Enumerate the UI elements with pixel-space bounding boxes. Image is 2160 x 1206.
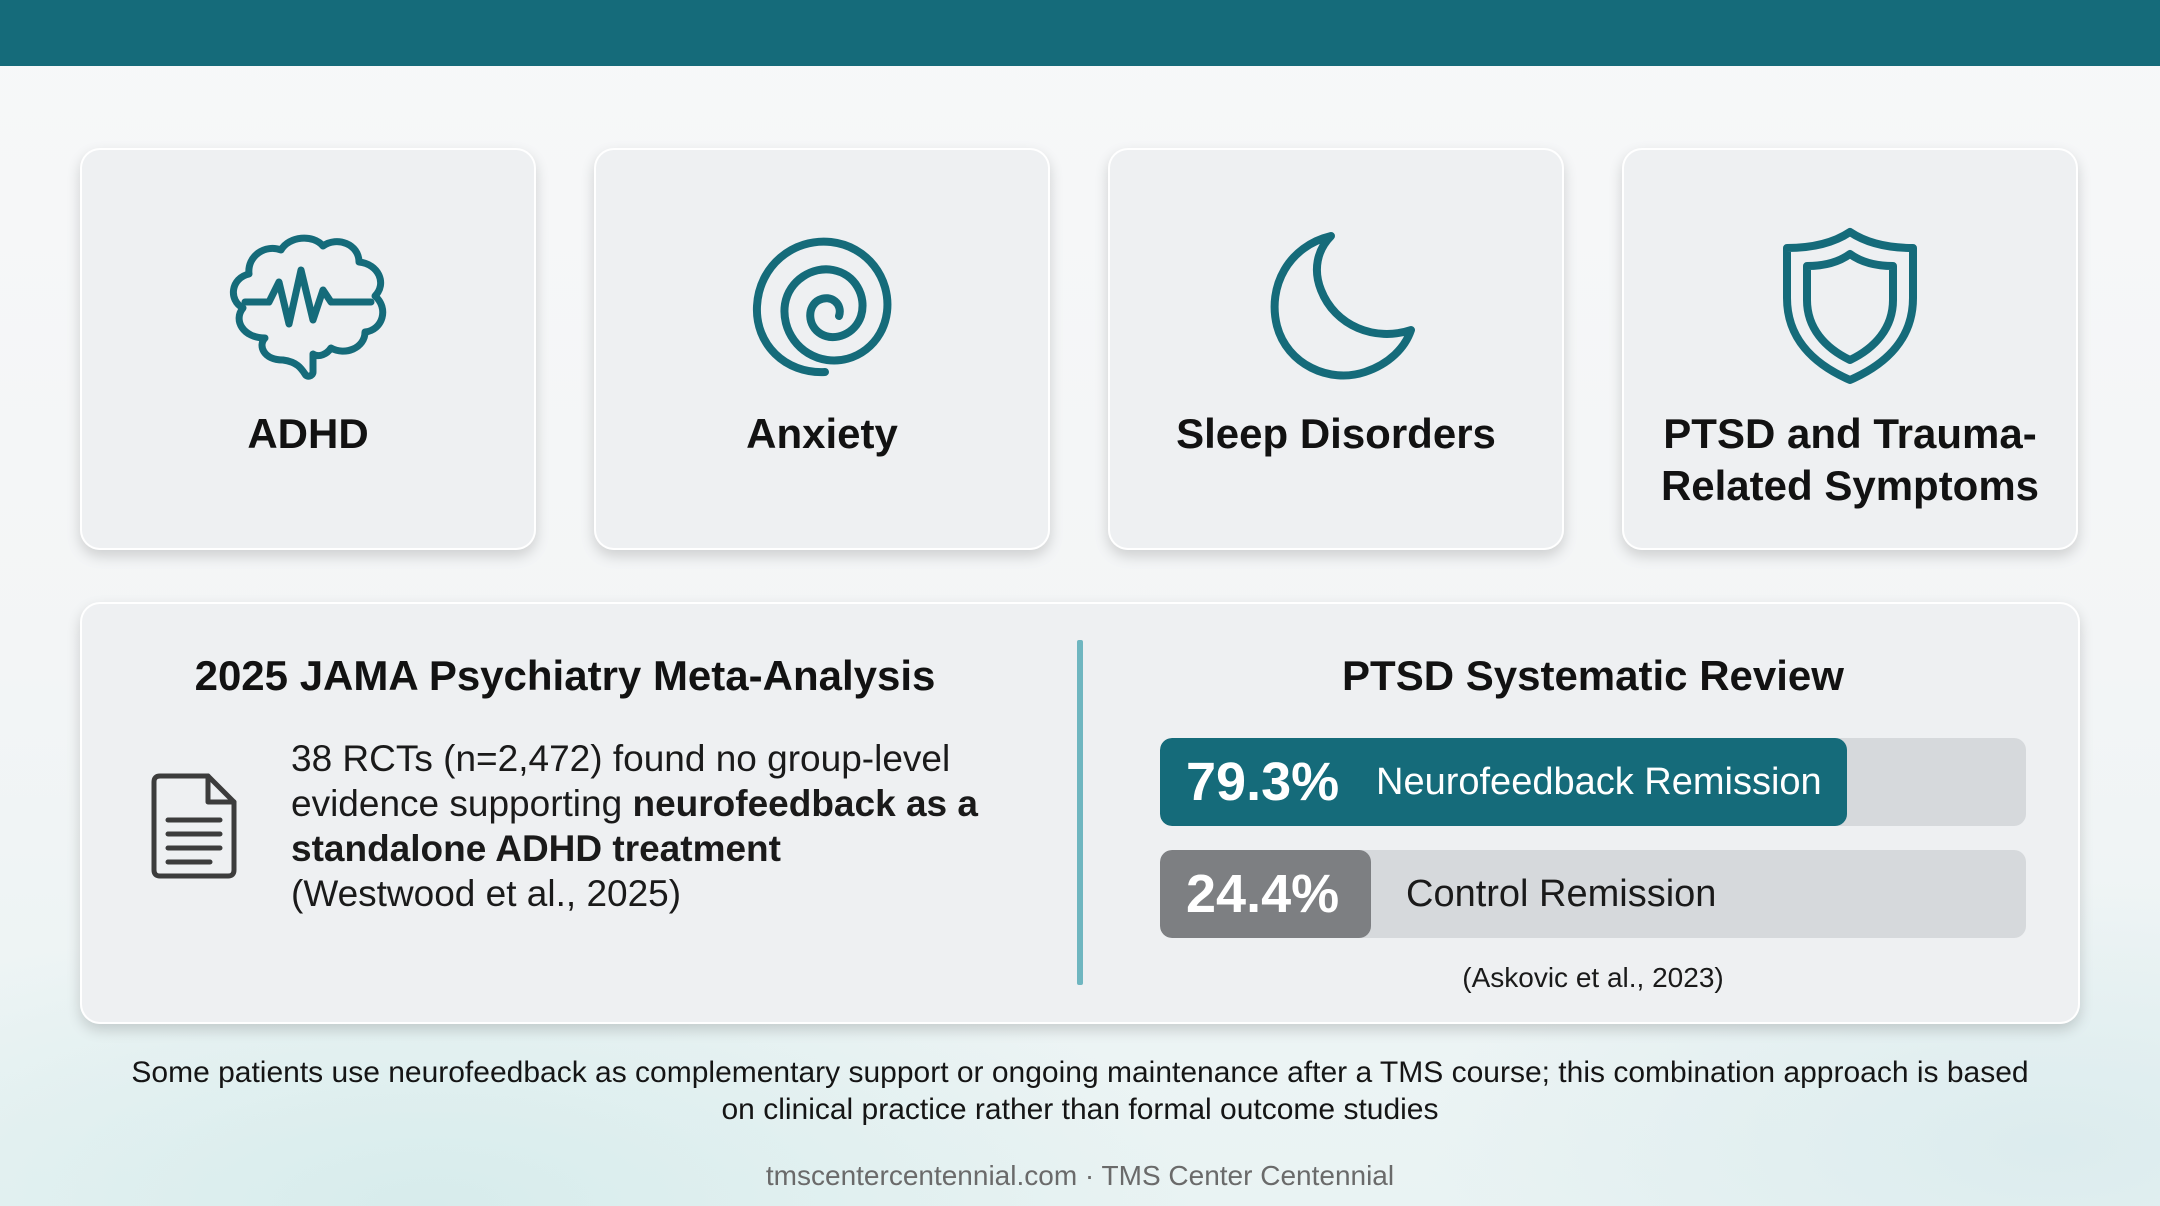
brain-pulse-icon bbox=[230, 234, 387, 380]
control-remission-label: Control Remission bbox=[1406, 873, 1717, 915]
meta-analysis-title: 2025 JAMA Psychiatry Meta-Analysis bbox=[194, 652, 936, 699]
control-remission-bar: 24.4% Control Remission bbox=[1160, 850, 2026, 938]
condition-card-sleep-disorders: Sleep Disorders bbox=[1108, 148, 1564, 550]
condition-card-ptsd: PTSD and Trauma-Related Symptoms bbox=[1622, 148, 2078, 550]
panel-divider bbox=[1077, 640, 1083, 985]
summary-text: 38 RCTs (n=2,472) found no group-level e… bbox=[291, 738, 951, 824]
top-banner bbox=[0, 0, 2160, 66]
ptsd-review-title: PTSD Systematic Review bbox=[1342, 652, 1844, 699]
spiral-icon bbox=[752, 237, 892, 377]
ptsd-review-citation: (Askovic et al., 2023) bbox=[1462, 962, 1724, 993]
condition-card-anxiety: Anxiety bbox=[594, 148, 1050, 550]
card-label: ADHD bbox=[247, 410, 369, 457]
moon-icon bbox=[1270, 232, 1415, 380]
meta-analysis-citation: (Westwood et al., 2025) bbox=[291, 873, 682, 914]
control-remission-fill bbox=[1160, 850, 1372, 938]
card-label: Anxiety bbox=[746, 410, 898, 457]
neurofeedback-remission-bar: 79.3% Neurofeedback Remission bbox=[1160, 738, 2026, 826]
card-label: PTSD and Trauma-Related Symptoms bbox=[1660, 410, 2040, 509]
summary-bold-text: neurofeedback as a standalone ADHD treat… bbox=[291, 783, 978, 869]
condition-card-adhd: ADHD bbox=[80, 148, 536, 550]
document-icon bbox=[151, 773, 237, 879]
meta-analysis-summary: 38 RCTs (n=2,472) found no group-level e… bbox=[291, 736, 1021, 916]
card-label: Sleep Disorders bbox=[1176, 410, 1496, 457]
source-credit: tmscentercentennial.com · TMS Center Cen… bbox=[765, 1160, 1395, 1191]
neurofeedback-remission-value: 79.3% bbox=[1186, 752, 1340, 812]
neurofeedback-remission-fill bbox=[1160, 738, 1847, 826]
control-remission-value: 24.4% bbox=[1186, 864, 1340, 924]
neurofeedback-remission-label: Neurofeedback Remission bbox=[1376, 761, 1822, 803]
footnote: Some patients use neurofeedback as compl… bbox=[131, 1056, 2029, 1126]
shield-icon bbox=[1783, 228, 1917, 384]
